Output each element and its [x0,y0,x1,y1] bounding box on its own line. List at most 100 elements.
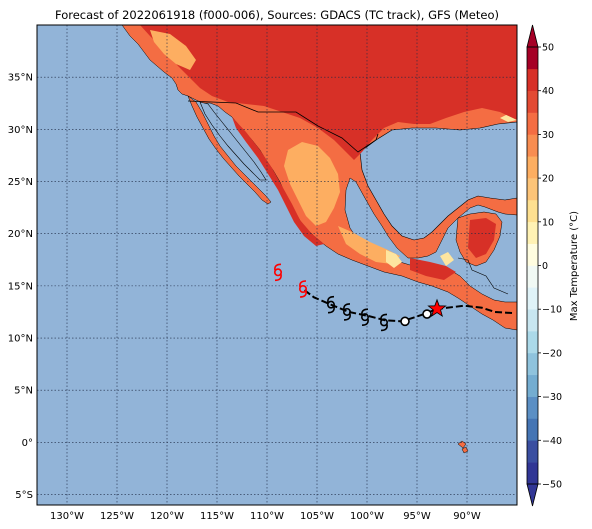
storm-symbol-icon [326,295,335,314]
hot-region-yucatan [468,218,496,258]
hot-region-north [140,25,517,160]
temperature-colorbar [526,24,539,507]
latitude-tick-label: 10°N [8,334,33,345]
colorbar-tick-label: 30 [542,130,554,141]
longitude-tick-label: 100°W [350,511,384,522]
storm-symbol-icon [342,303,351,321]
colorbar-tick-label: −50 [542,480,562,491]
cyclone-track [273,263,513,332]
colorbar-tick-label: −20 [542,348,562,359]
colorbar-label: Max Temperature (°C) [569,211,580,321]
colorbar-segment [527,199,538,223]
latitude-tick-label: 35°N [8,73,33,84]
latitude-tick-labels: 5°S 0° 5°N 10°N 15°N 20°N 25°N 30°N 35°N [8,73,33,501]
latitude-tick-label: 5°S [15,490,33,501]
longitude-tick-label: 115°W [200,511,234,522]
storm-arm-top [299,280,307,288]
longitude-tick-label: 125°W [100,511,134,522]
track-position-circle [400,316,410,327]
highland-region-central [338,226,400,264]
colorbar-segment [527,352,538,376]
storm-eye [298,284,307,293]
highland-region-northwest [150,30,196,70]
colorbar-segment [527,178,538,201]
colorbar-segment [527,134,538,157]
latitude-tick-label: 20°N [8,229,33,240]
colorbar-segment [527,331,538,354]
colorbar-tick-label: 50 [542,43,554,54]
storm-arm-bottom [343,313,351,321]
hot-region-coastal-west [232,117,324,246]
us-mexico-border [187,100,379,153]
longitude-tick-label: 130°W [50,511,84,522]
colorbar-segment [527,396,538,419]
colorbar-extend-max [526,24,539,48]
storm-symbol-icon [360,308,369,326]
colorbar-segment [527,112,538,135]
colorbar-tick-labels: 50 40 30 20 10 0 −10 −20 −30 −40 −50 [538,43,562,491]
colorbar-tick-label: 10 [542,217,554,228]
land-baja-california [187,95,272,205]
colorbar-segment [527,68,538,91]
latitude-tick-label: 15°N [8,281,33,292]
graticule [37,25,517,505]
track-position-circle [422,309,432,319]
longitude-tick-label: 105°W [300,511,334,522]
colorbar-tick-label: −30 [542,392,562,403]
storm-arm-top [274,263,282,271]
storm-eye [342,307,351,316]
longitude-tick-labels: 130°W 125°W 120°W 115°W 110°W 105°W 100°W 95°W 9… [50,511,481,522]
longitude-tick-label: 120°W [150,511,184,522]
storm-arm-bottom [327,306,335,314]
colorbar-segment [527,440,538,463]
gulf-of-california [199,101,267,181]
colorbar-extend-min [526,483,539,507]
colorbar-segment [527,287,538,310]
colorbar-segment [527,462,538,485]
map-frame [36,24,518,506]
latitude-tick-label: 30°N [8,125,33,136]
longitude-tick-label: 95°W [403,511,431,522]
latitude-tick-label: 0° [22,438,33,449]
storm-arm-top [327,295,335,303]
colorbar-segment [527,221,538,244]
colorbar-segment [527,156,538,179]
colorbar-segment [527,309,538,332]
gulf-of-mexico [359,121,517,241]
storm-eye [326,300,335,309]
colorbar-tick-label: 40 [542,86,554,97]
forecast-storm-symbol-icon [298,280,307,298]
forecast-storm-symbol-icon [273,263,282,282]
storm-arm-top [361,308,369,316]
storm-arm-bottom [361,319,369,326]
storm-arm-top [380,313,388,321]
colorbar-segment [527,90,538,113]
central-america-borders [457,257,509,295]
storm-eye [360,313,369,322]
track-line [302,288,513,323]
storm-arm-top [343,303,351,311]
highland-region-south [386,250,454,268]
colorbar-segment [527,374,538,397]
colorbar-segment [527,265,538,288]
latitude-tick-label: 5°N [14,386,33,397]
colorbar-tick-label: −10 [542,305,562,316]
storm-arm-bottom [380,324,388,332]
galapagos-islands [457,440,469,454]
storm-arm-bottom [274,274,282,282]
colorbar-tick-label: 0 [542,261,548,272]
genesis-star-icon [427,298,447,318]
latitude-tick-label: 25°N [8,177,33,188]
colorbar-tick-label: −40 [542,436,562,447]
longitude-tick-label: 110°W [250,511,284,522]
colorbar-segment [527,47,538,70]
colorbar-segment [527,243,538,266]
colorbar-segment [527,418,538,441]
highland-region-north [284,142,340,226]
storm-arm-bottom [299,290,307,298]
colorbar-tick-label: 20 [542,174,554,185]
storm-symbol-icon [379,313,388,332]
storm-eye [273,268,282,277]
hot-region-southeast [410,258,456,280]
